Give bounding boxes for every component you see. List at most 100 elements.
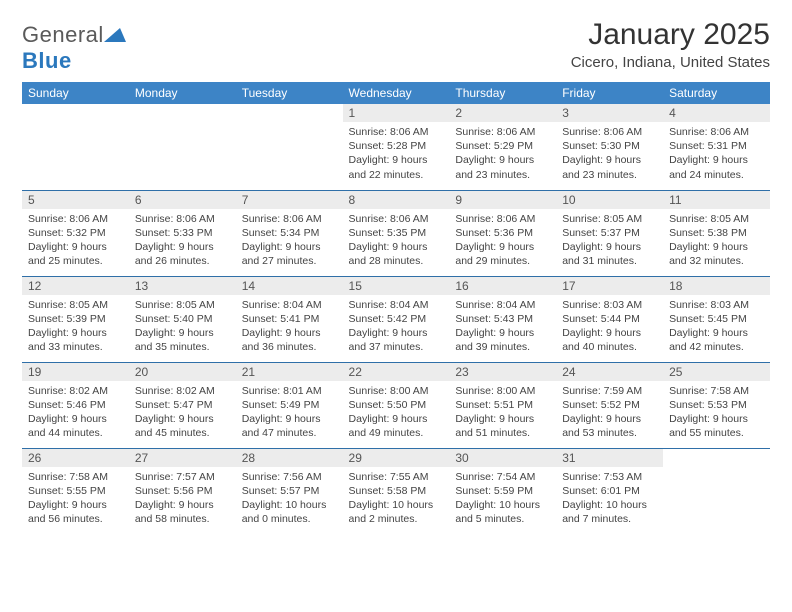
sunrise-line: Sunrise: 7:58 AM [669, 384, 764, 398]
calendar-day-cell: 22Sunrise: 8:00 AMSunset: 5:50 PMDayligh… [343, 362, 450, 448]
daylight-line: Daylight: 9 hours and 28 minutes. [349, 240, 444, 268]
sunset-line: Sunset: 5:50 PM [349, 398, 444, 412]
weekday-header: Tuesday [236, 82, 343, 104]
day-details: Sunrise: 8:06 AMSunset: 5:28 PMDaylight:… [343, 122, 450, 188]
sunset-line: Sunset: 5:42 PM [349, 312, 444, 326]
calendar-day-cell: 2Sunrise: 8:06 AMSunset: 5:29 PMDaylight… [449, 104, 556, 190]
sunset-line: Sunset: 5:56 PM [135, 484, 230, 498]
calendar-day-cell: 24Sunrise: 7:59 AMSunset: 5:52 PMDayligh… [556, 362, 663, 448]
calendar-day-cell: 26Sunrise: 7:58 AMSunset: 5:55 PMDayligh… [22, 448, 129, 534]
day-number: 28 [236, 449, 343, 467]
sunset-line: Sunset: 5:31 PM [669, 139, 764, 153]
day-number: 11 [663, 191, 770, 209]
daylight-line: Daylight: 9 hours and 23 minutes. [562, 153, 657, 181]
calendar-day-cell: 12Sunrise: 8:05 AMSunset: 5:39 PMDayligh… [22, 276, 129, 362]
daylight-line: Daylight: 9 hours and 27 minutes. [242, 240, 337, 268]
sunrise-line: Sunrise: 7:53 AM [562, 470, 657, 484]
day-details: Sunrise: 8:05 AMSunset: 5:40 PMDaylight:… [129, 295, 236, 361]
day-number-empty [22, 104, 129, 122]
daylight-line: Daylight: 9 hours and 47 minutes. [242, 412, 337, 440]
sunrise-line: Sunrise: 8:05 AM [562, 212, 657, 226]
day-details: Sunrise: 8:00 AMSunset: 5:50 PMDaylight:… [343, 381, 450, 447]
daylight-line: Daylight: 9 hours and 42 minutes. [669, 326, 764, 354]
daylight-line: Daylight: 10 hours and 7 minutes. [562, 498, 657, 526]
sunset-line: Sunset: 5:45 PM [669, 312, 764, 326]
sunrise-line: Sunrise: 8:04 AM [242, 298, 337, 312]
weekday-header: Friday [556, 82, 663, 104]
day-details: Sunrise: 8:05 AMSunset: 5:39 PMDaylight:… [22, 295, 129, 361]
calendar-day-cell: 17Sunrise: 8:03 AMSunset: 5:44 PMDayligh… [556, 276, 663, 362]
sunset-line: Sunset: 5:33 PM [135, 226, 230, 240]
sunrise-line: Sunrise: 7:54 AM [455, 470, 550, 484]
sunrise-line: Sunrise: 8:06 AM [135, 212, 230, 226]
calendar-day-cell: 16Sunrise: 8:04 AMSunset: 5:43 PMDayligh… [449, 276, 556, 362]
sunset-line: Sunset: 5:55 PM [28, 484, 123, 498]
day-number: 29 [343, 449, 450, 467]
logo-text: GeneralBlue [22, 22, 126, 74]
day-number: 16 [449, 277, 556, 295]
daylight-line: Daylight: 10 hours and 5 minutes. [455, 498, 550, 526]
weekday-header: Thursday [449, 82, 556, 104]
day-details: Sunrise: 7:56 AMSunset: 5:57 PMDaylight:… [236, 467, 343, 533]
sunset-line: Sunset: 5:49 PM [242, 398, 337, 412]
sunrise-line: Sunrise: 8:01 AM [242, 384, 337, 398]
day-details: Sunrise: 8:02 AMSunset: 5:47 PMDaylight:… [129, 381, 236, 447]
day-number: 4 [663, 104, 770, 122]
day-number: 5 [22, 191, 129, 209]
calendar-day-cell: 20Sunrise: 8:02 AMSunset: 5:47 PMDayligh… [129, 362, 236, 448]
sunrise-line: Sunrise: 8:00 AM [349, 384, 444, 398]
sunset-line: Sunset: 5:57 PM [242, 484, 337, 498]
calendar-week-row: 12Sunrise: 8:05 AMSunset: 5:39 PMDayligh… [22, 276, 770, 362]
day-number: 10 [556, 191, 663, 209]
sunset-line: Sunset: 5:34 PM [242, 226, 337, 240]
sunset-line: Sunset: 5:41 PM [242, 312, 337, 326]
sunrise-line: Sunrise: 8:00 AM [455, 384, 550, 398]
location: Cicero, Indiana, United States [571, 54, 770, 71]
calendar-empty-cell [236, 104, 343, 190]
sunset-line: Sunset: 5:38 PM [669, 226, 764, 240]
day-number: 6 [129, 191, 236, 209]
sunset-line: Sunset: 5:40 PM [135, 312, 230, 326]
sunrise-line: Sunrise: 8:06 AM [455, 125, 550, 139]
daylight-line: Daylight: 9 hours and 55 minutes. [669, 412, 764, 440]
daylight-line: Daylight: 9 hours and 23 minutes. [455, 153, 550, 181]
calendar-empty-cell [663, 448, 770, 534]
day-details: Sunrise: 7:58 AMSunset: 5:53 PMDaylight:… [663, 381, 770, 447]
sunset-line: Sunset: 5:47 PM [135, 398, 230, 412]
day-details: Sunrise: 7:59 AMSunset: 5:52 PMDaylight:… [556, 381, 663, 447]
calendar-day-cell: 5Sunrise: 8:06 AMSunset: 5:32 PMDaylight… [22, 190, 129, 276]
sunset-line: Sunset: 5:39 PM [28, 312, 123, 326]
logo-text-part2: Blue [22, 48, 72, 73]
sunset-line: Sunset: 5:44 PM [562, 312, 657, 326]
daylight-line: Daylight: 9 hours and 33 minutes. [28, 326, 123, 354]
daylight-line: Daylight: 9 hours and 37 minutes. [349, 326, 444, 354]
sunrise-line: Sunrise: 7:56 AM [242, 470, 337, 484]
day-number-empty [129, 104, 236, 122]
calendar-day-cell: 31Sunrise: 7:53 AMSunset: 6:01 PMDayligh… [556, 448, 663, 534]
calendar-day-cell: 28Sunrise: 7:56 AMSunset: 5:57 PMDayligh… [236, 448, 343, 534]
calendar-table: SundayMondayTuesdayWednesdayThursdayFrid… [22, 82, 770, 534]
day-number: 14 [236, 277, 343, 295]
day-number: 26 [22, 449, 129, 467]
calendar-day-cell: 25Sunrise: 7:58 AMSunset: 5:53 PMDayligh… [663, 362, 770, 448]
logo-text-part1: General [22, 22, 104, 47]
sunrise-line: Sunrise: 8:06 AM [28, 212, 123, 226]
sunset-line: Sunset: 5:36 PM [455, 226, 550, 240]
calendar-day-cell: 8Sunrise: 8:06 AMSunset: 5:35 PMDaylight… [343, 190, 450, 276]
sunrise-line: Sunrise: 7:59 AM [562, 384, 657, 398]
day-details: Sunrise: 7:58 AMSunset: 5:55 PMDaylight:… [22, 467, 129, 533]
logo-triangle-icon [104, 22, 126, 48]
day-number: 12 [22, 277, 129, 295]
daylight-line: Daylight: 9 hours and 36 minutes. [242, 326, 337, 354]
sunrise-line: Sunrise: 8:06 AM [242, 212, 337, 226]
daylight-line: Daylight: 9 hours and 51 minutes. [455, 412, 550, 440]
day-details: Sunrise: 8:03 AMSunset: 5:45 PMDaylight:… [663, 295, 770, 361]
daylight-line: Daylight: 9 hours and 49 minutes. [349, 412, 444, 440]
sunset-line: Sunset: 5:59 PM [455, 484, 550, 498]
page-header: GeneralBlue January 2025 Cicero, Indiana… [22, 18, 770, 74]
calendar-day-cell: 23Sunrise: 8:00 AMSunset: 5:51 PMDayligh… [449, 362, 556, 448]
sunrise-line: Sunrise: 8:02 AM [135, 384, 230, 398]
day-number: 7 [236, 191, 343, 209]
sunrise-line: Sunrise: 7:57 AM [135, 470, 230, 484]
daylight-line: Daylight: 9 hours and 56 minutes. [28, 498, 123, 526]
